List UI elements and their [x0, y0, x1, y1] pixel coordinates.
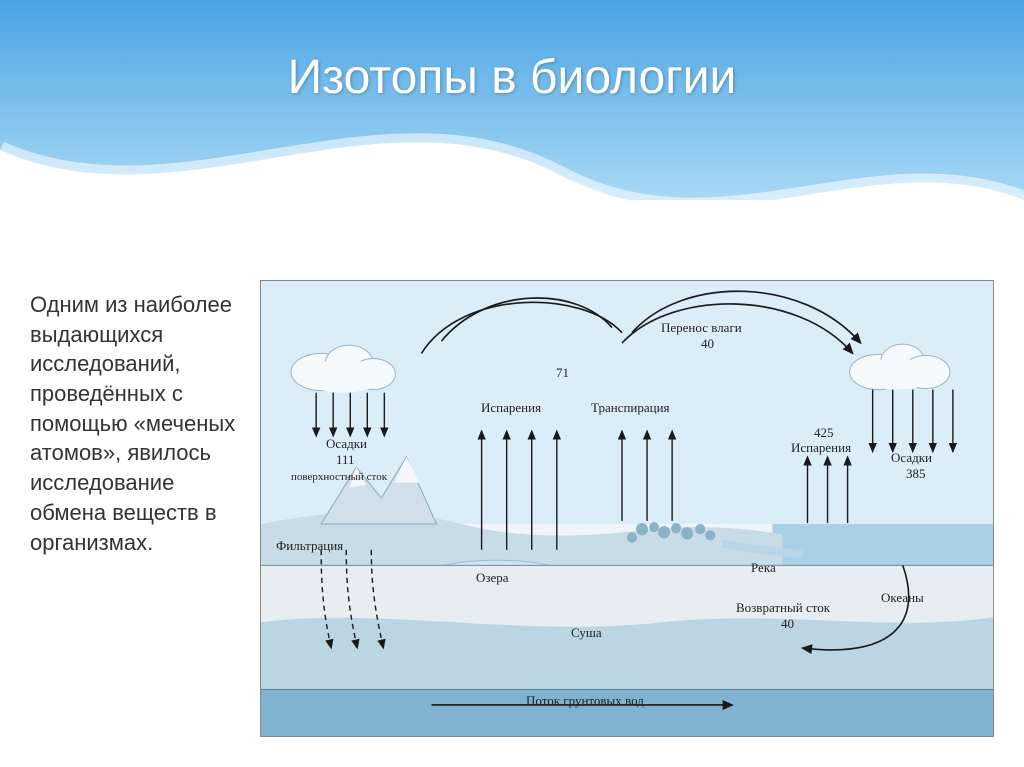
label-evap-ocean: Испарения	[791, 441, 851, 455]
label-precip-land: Осадки	[326, 437, 367, 451]
label-evap-land-value: 71	[556, 366, 569, 380]
water-cycle-diagram: Перенос влаги 40 71 Испарения Транспирац…	[260, 280, 994, 737]
label-lakes: Озера	[476, 571, 509, 585]
label-transpiration: Транспирация	[591, 401, 670, 415]
label-precip-land-value: 111	[336, 453, 355, 467]
diagram-svg	[261, 281, 993, 736]
label-river: Река	[751, 561, 776, 575]
label-evap-ocean-value: 425	[814, 426, 834, 440]
label-transfer-value: 40	[701, 337, 714, 351]
label-transfer: Перенос влаги	[661, 321, 742, 335]
label-return-flow-value: 40	[781, 617, 794, 631]
wave-background	[0, 0, 1024, 260]
label-land: Суша	[571, 626, 602, 640]
label-oceans: Океаны	[881, 591, 924, 605]
label-return-flow: Возвратный сток	[736, 601, 830, 615]
label-precip-ocean-value: 385	[906, 467, 926, 481]
label-precip-ocean: Осадки	[891, 451, 932, 465]
label-groundwater: Поток грунтовых вод	[526, 694, 644, 708]
slide-title: Изотопы в биологии	[0, 50, 1024, 105]
body-text: Одним из наиболее выдающихся исследовани…	[30, 280, 240, 737]
label-surface-runoff: поверхностный сток	[291, 471, 387, 483]
label-evap-land: Испарения	[481, 401, 541, 415]
content-area: Одним из наиболее выдающихся исследовани…	[30, 280, 994, 737]
label-filtration: Фильтрация	[276, 539, 343, 553]
slide-header: Изотопы в биологии	[0, 0, 1024, 260]
